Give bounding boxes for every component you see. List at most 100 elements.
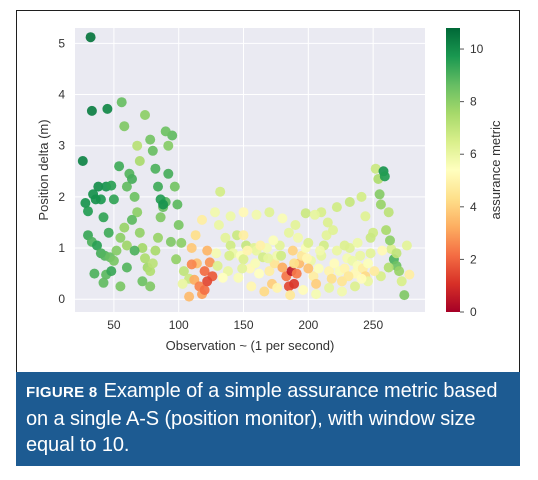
scatter-point: [377, 245, 388, 256]
scatter-point: [199, 266, 210, 277]
x-tick-label: 250: [363, 318, 383, 332]
scatter-point: [80, 198, 91, 208]
scatter-point: [339, 240, 350, 251]
scatter-point: [360, 211, 371, 222]
scatter-point: [272, 282, 283, 293]
scatter-point: [308, 271, 319, 282]
scatter-point: [145, 266, 156, 277]
scatter-point: [322, 217, 333, 228]
scatter-point: [224, 250, 235, 261]
scatter-point: [277, 213, 288, 224]
scatter-point: [121, 181, 132, 192]
scatter-point: [102, 103, 113, 114]
scatter-point: [171, 254, 182, 265]
scatter-point: [375, 199, 386, 210]
scatter-point: [287, 245, 298, 256]
scatter-point: [289, 258, 300, 269]
scatter-point: [290, 220, 301, 230]
x-tick-label: 150: [234, 318, 254, 332]
scatter-point: [396, 276, 407, 287]
scatter-point: [204, 257, 215, 268]
scatter-point: [93, 181, 104, 192]
scatter-point: [399, 290, 410, 301]
scatter-point: [220, 232, 231, 243]
scatter-point: [339, 263, 350, 274]
scatter-point: [121, 240, 132, 251]
scatter-point: [165, 236, 176, 247]
y-tick-label: 2: [58, 190, 65, 204]
scatter-point: [365, 248, 376, 259]
scatter-point: [153, 181, 163, 192]
scatter-point: [255, 240, 266, 251]
scatter-point: [356, 191, 367, 202]
scatter-point: [137, 276, 148, 287]
scatter-point: [263, 253, 274, 264]
scatter-point: [363, 258, 373, 269]
scatter-point: [233, 272, 244, 283]
scatter-point: [264, 207, 275, 218]
x-axis-label: Observation ~ (1 per second): [166, 338, 335, 353]
scatter-point: [176, 237, 187, 248]
scatter-point: [155, 212, 166, 223]
scatter-point: [114, 161, 125, 172]
scatter-point: [313, 263, 324, 274]
scatter-point: [173, 220, 184, 230]
scatter-point: [169, 181, 180, 192]
scatter-point: [85, 32, 96, 43]
colorbar-tick-label: 10: [470, 42, 484, 56]
scatter-point: [225, 240, 236, 251]
scatter-point: [121, 262, 132, 273]
scatter-point: [86, 105, 97, 116]
scatter-point: [98, 277, 109, 288]
scatter-point: [90, 194, 101, 205]
scatter-point: [289, 278, 300, 289]
scatter-points: [77, 32, 415, 302]
scatter-point: [356, 273, 367, 284]
scatter-point: [172, 199, 183, 210]
colorbar-tick-label: 2: [470, 252, 477, 266]
scatter-point: [303, 263, 314, 274]
scatter-point: [119, 222, 130, 233]
y-axis-label: Position delta (m): [36, 119, 51, 220]
scatter-point: [355, 250, 366, 261]
scatter-point: [251, 209, 262, 220]
scatter-point: [379, 171, 390, 182]
scatter-point: [254, 268, 265, 279]
scatter-point: [300, 208, 311, 219]
scatter-point: [215, 186, 226, 197]
y-tick-label: 3: [58, 139, 65, 153]
scatter-point: [140, 253, 150, 264]
scatter-point: [103, 227, 114, 238]
scatter-point: [302, 253, 312, 264]
scatter-point: [374, 189, 385, 200]
scatter-point: [134, 227, 145, 238]
scatter-point: [268, 235, 279, 246]
scatter-point: [343, 271, 354, 282]
scatter-point: [150, 245, 161, 256]
scatter-point: [217, 272, 228, 283]
scatter-point: [259, 286, 270, 297]
scatter-point: [197, 214, 207, 225]
scatter-point: [350, 281, 360, 292]
scatter-point: [391, 248, 402, 259]
scatter-point: [178, 266, 189, 277]
scatter-point: [383, 207, 394, 218]
scatter-point: [369, 266, 380, 277]
scatter-point: [242, 245, 253, 256]
scatter-point: [153, 232, 163, 243]
scatter-point: [115, 232, 126, 243]
caption-text: Example of a simple assurance metric bas…: [26, 380, 498, 456]
scatter-point: [108, 194, 119, 205]
scatter-point: [344, 197, 355, 207]
scatter-point: [127, 214, 137, 225]
scatter-point: [352, 237, 363, 248]
scatter-point: [277, 262, 288, 273]
scatter-point: [331, 202, 342, 213]
x-tick-label: 100: [169, 318, 189, 332]
scatter-point: [158, 199, 169, 210]
scatter-point: [212, 260, 223, 271]
scatter-point: [147, 258, 158, 269]
x-ticks: 50 100 150 200 250: [107, 318, 383, 332]
scatter-point: [108, 255, 119, 266]
